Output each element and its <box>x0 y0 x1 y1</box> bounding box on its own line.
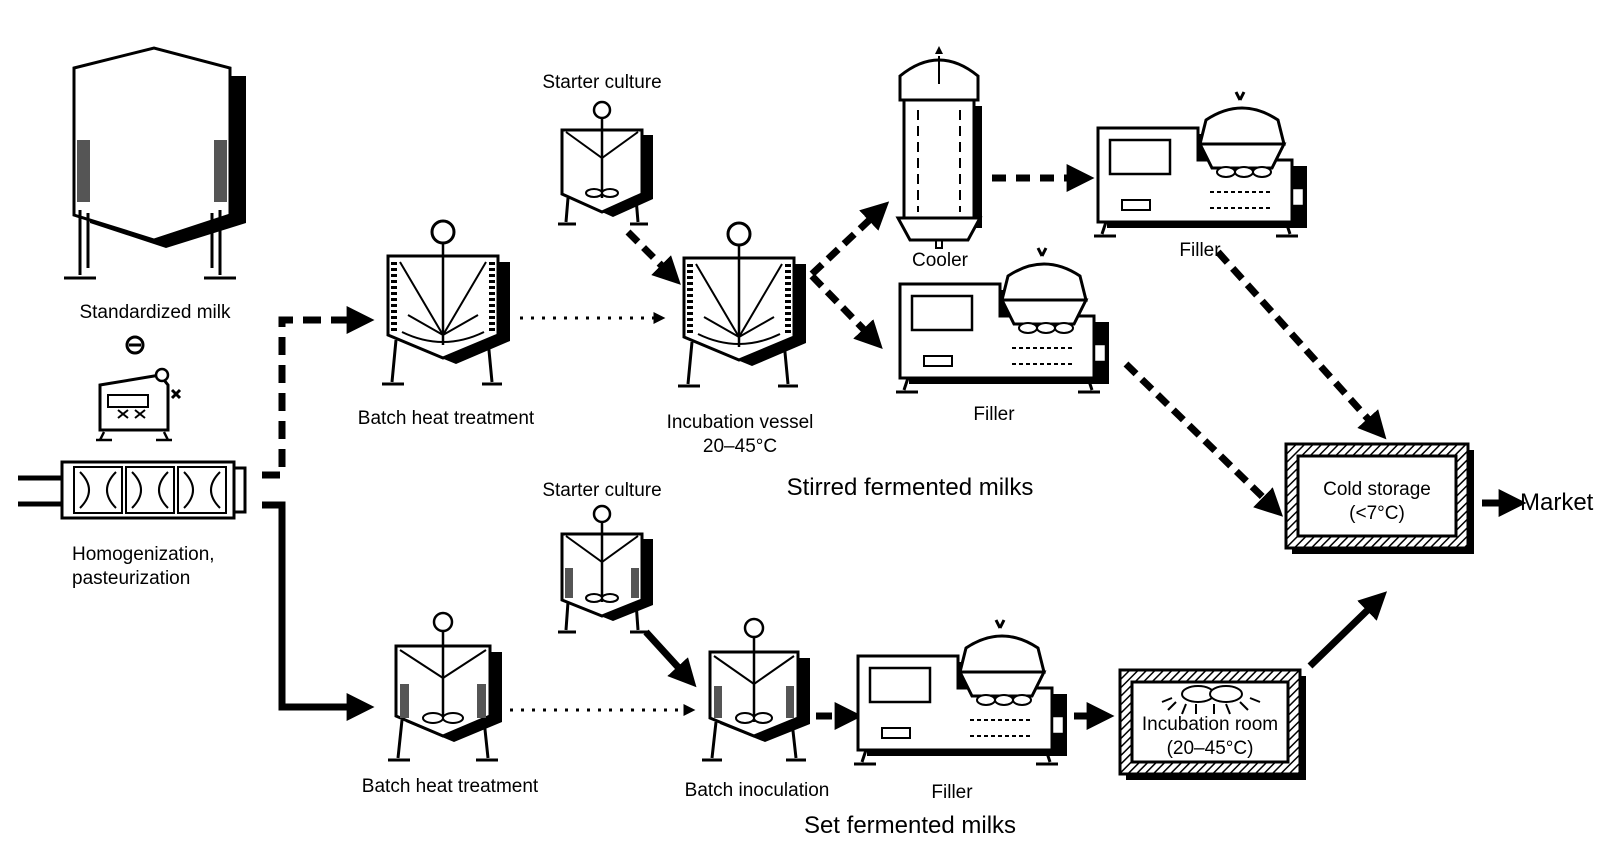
label-standardized-milk: Standardized milk <box>79 302 231 323</box>
arrow-starter-to-incubation <box>625 229 681 285</box>
starter-culture-vessel-bottom-icon <box>558 504 653 634</box>
cold-storage-icon <box>1284 442 1474 554</box>
batch-heat-vessel-bottom-icon <box>388 611 502 762</box>
label-incubation-temp: 20–45°C <box>702 436 778 457</box>
label-incubation-room: Incubation room <box>1141 714 1279 735</box>
flow-lines-main <box>262 306 375 721</box>
label-cold-storage: Cold storage <box>1323 479 1431 500</box>
label-filler-top: Filler <box>1179 240 1221 261</box>
label-batch-heat-bottom: Batch heat treatment <box>361 776 539 797</box>
batch-heat-vessel-top-icon <box>382 219 510 386</box>
label-filler-middle: Filler <box>973 404 1015 425</box>
storage-tank-icon <box>64 46 246 280</box>
label-starter-culture-top: Starter culture <box>542 72 662 93</box>
label-batch-inoculation: Batch inoculation <box>684 780 830 801</box>
arrow-starter-to-inoculation <box>643 629 697 688</box>
label-batch-heat-top: Batch heat treatment <box>357 408 535 429</box>
incubation-room-icon <box>1118 668 1306 780</box>
label-homogenization-line2: pasteurization <box>72 568 191 589</box>
label-cold-storage-temp: (<7°C) <box>1349 503 1405 524</box>
label-incubation-room-temp: (20–45°C) <box>1166 738 1254 759</box>
arrow-incubation-room-to-cold-storage <box>1307 591 1388 669</box>
incubation-vessel-icon <box>678 221 806 388</box>
cooler-icon <box>895 46 983 249</box>
starter-culture-vessel-top-icon <box>558 100 653 226</box>
filler-middle-icon <box>896 247 1109 394</box>
label-homogenization-line1: Homogenization, <box>72 544 215 565</box>
label-stirred-title: Stirred fermented milks <box>786 474 1034 501</box>
flow-lines-to-cold-storage <box>1123 249 1387 517</box>
label-incubation-vessel: Incubation vessel <box>666 412 814 433</box>
pump-icon <box>125 335 145 355</box>
flow-lines-stirred <box>809 201 890 350</box>
filler-top-icon <box>1094 91 1307 238</box>
heat-exchanger-icon <box>18 460 247 520</box>
filler-bottom-icon <box>854 619 1067 766</box>
batch-inoculation-vessel-icon <box>702 617 810 762</box>
label-cooler: Cooler <box>912 250 968 271</box>
label-market: Market <box>1520 489 1594 516</box>
label-starter-culture-bottom: Starter culture <box>542 480 662 501</box>
label-set-title: Set fermented milks <box>803 812 1017 839</box>
label-filler-bottom: Filler <box>931 782 973 803</box>
homogenizer-icon <box>96 367 182 442</box>
